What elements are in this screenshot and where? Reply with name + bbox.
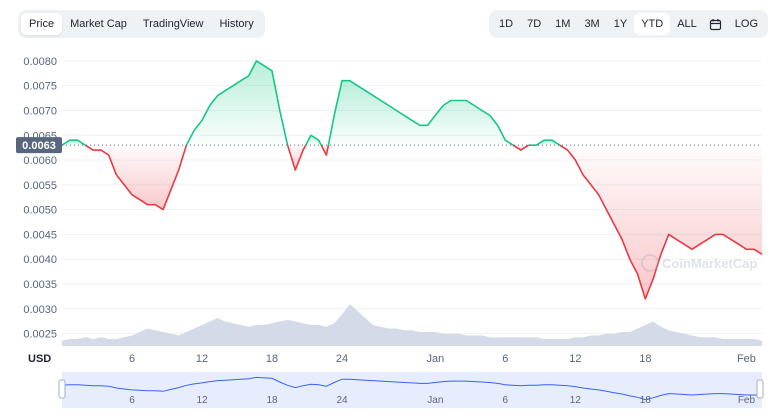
- navigator-tick-label: 24: [336, 395, 348, 406]
- price-line-up: [61, 139, 86, 146]
- navigator-tick-label: 18: [640, 395, 652, 406]
- range-3m[interactable]: 3M: [584, 18, 600, 30]
- price-line-up: [185, 60, 289, 146]
- range-all[interactable]: ALL: [677, 18, 697, 30]
- range-ytd[interactable]: YTD: [634, 13, 671, 35]
- range-1y[interactable]: 1Y: [613, 18, 628, 30]
- x-tick-label: Jan: [426, 353, 444, 365]
- price-line-down: [512, 144, 530, 151]
- chart-tabs: Price Market Cap TradingView History: [18, 10, 265, 38]
- area-above-baseline: [328, 80, 514, 146]
- navigator[interactable]: [62, 372, 762, 408]
- currency-label: USD: [28, 353, 51, 365]
- area-above-baseline: [62, 140, 86, 146]
- range-1d[interactable]: 1D: [499, 18, 514, 30]
- area-below-baseline: [287, 145, 306, 170]
- x-tick-label: 6: [502, 353, 508, 365]
- coinmarketcap-logo: CoinMarketCap: [641, 254, 757, 272]
- x-tick-label: 6: [129, 353, 135, 365]
- current-price-label: 0.0063: [22, 140, 56, 152]
- y-tick-label: 0.0035: [23, 279, 57, 291]
- log-toggle[interactable]: LOG: [734, 18, 758, 30]
- y-tick-label: 0.0045: [23, 229, 57, 241]
- x-tick-label: 18: [266, 353, 278, 365]
- area-below-baseline: [513, 145, 529, 151]
- navigator-tick-label: Feb: [738, 395, 756, 406]
- volume-area: [62, 304, 762, 346]
- navigator-tick-label: 6: [129, 395, 135, 406]
- range-selector: 1D 7D 1M 3M 1Y YTD ALL LOG: [489, 10, 768, 38]
- x-tick-label: 18: [639, 353, 651, 365]
- navigator-line: [61, 376, 763, 401]
- x-tick-label: 12: [196, 353, 208, 365]
- x-tick-label: 12: [569, 353, 581, 365]
- y-tick-label: 0.0050: [23, 205, 57, 217]
- area-below-baseline: [321, 145, 329, 156]
- price-line-down: [286, 144, 307, 171]
- y-tick-label: 0.0040: [23, 254, 57, 266]
- area-above-baseline: [305, 135, 322, 146]
- calendar-icon[interactable]: [704, 13, 728, 35]
- area-below-baseline: [85, 145, 187, 210]
- price-line-down: [320, 144, 330, 156]
- navigator-handle-right[interactable]: [756, 379, 764, 399]
- y-tick-label: 0.0025: [23, 329, 57, 341]
- price-line-up: [327, 79, 514, 146]
- price-line-down: [84, 144, 188, 211]
- tab-market-cap[interactable]: Market Cap: [70, 18, 127, 30]
- tab-price[interactable]: Price: [21, 13, 63, 35]
- tab-tradingview[interactable]: TradingView: [142, 18, 204, 30]
- current-price-badge: [16, 137, 62, 154]
- y-tick-label: 0.0055: [23, 180, 57, 192]
- area-below-baseline: [559, 145, 762, 299]
- range-7d[interactable]: 7D: [527, 18, 542, 30]
- y-tick-label: 0.0080: [23, 56, 57, 68]
- navigator-handle-left[interactable]: [58, 379, 66, 399]
- navigator-tick-label: 12: [196, 395, 208, 406]
- x-tick-label: 24: [336, 353, 348, 365]
- y-tick-label: 0.0075: [23, 81, 57, 93]
- y-tick-label: 0.0060: [23, 155, 57, 167]
- navigator-tick-label: Jan: [427, 395, 443, 406]
- y-tick-label: 0.0070: [23, 105, 57, 117]
- watermark-text: CoinMarketCap: [662, 256, 757, 271]
- price-line-down: [559, 144, 763, 300]
- tab-history[interactable]: History: [219, 18, 254, 30]
- price-line-up: [304, 134, 323, 146]
- navigator-tick-label: 18: [266, 395, 278, 406]
- price-line-up: [528, 139, 561, 146]
- area-above-baseline: [186, 60, 288, 146]
- y-tick-label: 0.0030: [23, 304, 57, 316]
- area-above-baseline: [528, 140, 560, 146]
- navigator-tick-label: 12: [570, 395, 582, 406]
- x-tick-label: Feb: [737, 353, 756, 365]
- navigator-tick-label: 6: [503, 395, 509, 406]
- range-1m[interactable]: 1M: [555, 18, 571, 30]
- y-tick-label: 0.0065: [23, 130, 57, 142]
